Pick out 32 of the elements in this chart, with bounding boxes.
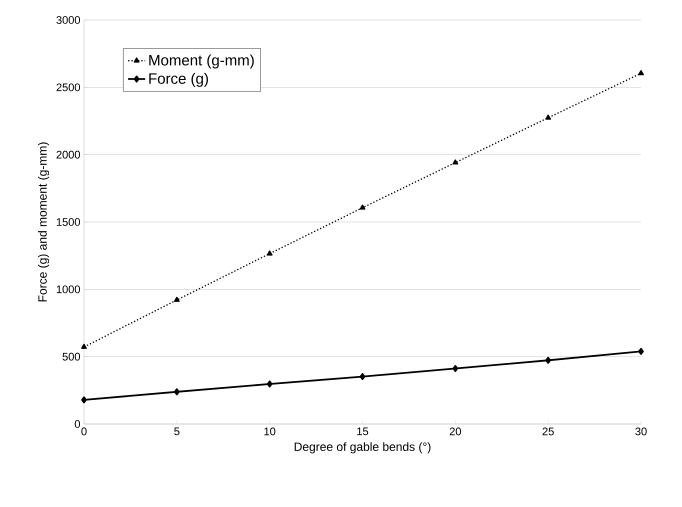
point (545, 356, 552, 364)
y-tick-label: 500 (62, 352, 80, 361)
x-tick-label: 30 (635, 428, 647, 436)
point (452, 159, 458, 165)
x-tick-label: 5 (174, 428, 180, 436)
point (360, 373, 366, 380)
x-tick-label: 20 (450, 428, 462, 436)
y-tick-label: 3000 (56, 16, 80, 24)
y-axis-title: Force (g) and moment (g-mm) (38, 142, 50, 302)
x-tick-label: 10 (264, 428, 276, 436)
y-tick-label: 2000 (56, 150, 80, 159)
y-tick-label: 1500 (56, 218, 80, 226)
y-tick-label: 2500 (56, 83, 80, 92)
y-tick-label: 1000 (56, 285, 80, 294)
point (545, 114, 552, 120)
x-tick-label: 0 (81, 428, 87, 436)
x-axis-title: Degree of gable bends (°) (294, 442, 430, 454)
legend-label: Force (g) (149, 72, 208, 87)
point (174, 388, 180, 396)
point (360, 204, 366, 210)
point (174, 296, 180, 302)
x-tick-label: 15 (357, 428, 368, 436)
point (81, 344, 87, 349)
point (266, 250, 273, 256)
point (266, 380, 273, 388)
point (638, 348, 644, 355)
legend-label: Moment (g-mm) (149, 54, 254, 68)
x-tick-label: 25 (542, 428, 554, 436)
point (452, 365, 458, 372)
point (81, 396, 87, 404)
y-tick-label: 0 (74, 420, 80, 428)
point (638, 70, 644, 76)
